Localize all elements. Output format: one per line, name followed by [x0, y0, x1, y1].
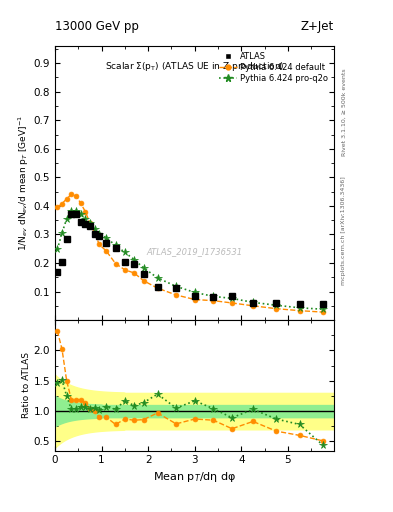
Text: Rivet 3.1.10, ≥ 500k events: Rivet 3.1.10, ≥ 500k events: [342, 69, 346, 157]
Text: 13000 GeV pp: 13000 GeV pp: [55, 20, 139, 33]
Text: ATLAS_2019_I1736531: ATLAS_2019_I1736531: [147, 247, 242, 256]
Y-axis label: Ratio to ATLAS: Ratio to ATLAS: [22, 352, 31, 418]
Text: mcplots.cern.ch [arXiv:1306.3436]: mcplots.cern.ch [arXiv:1306.3436]: [342, 176, 346, 285]
X-axis label: Mean p$_{T}$/dη dφ: Mean p$_{T}$/dη dφ: [153, 470, 236, 484]
Text: Z+Jet: Z+Jet: [301, 20, 334, 33]
Legend: ATLAS, Pythia 6.424 default, Pythia 6.424 pro-q2o: ATLAS, Pythia 6.424 default, Pythia 6.42…: [217, 50, 330, 85]
Y-axis label: 1/N$_{ev}$ dN$_{ev}$/d mean p$_{T}$ [GeV]$^{-1}$: 1/N$_{ev}$ dN$_{ev}$/d mean p$_{T}$ [GeV…: [17, 115, 31, 251]
Text: Scalar $\Sigma$(p$_\mathregular{T}$) (ATLAS UE in Z production): Scalar $\Sigma$(p$_\mathregular{T}$) (AT…: [105, 60, 285, 73]
